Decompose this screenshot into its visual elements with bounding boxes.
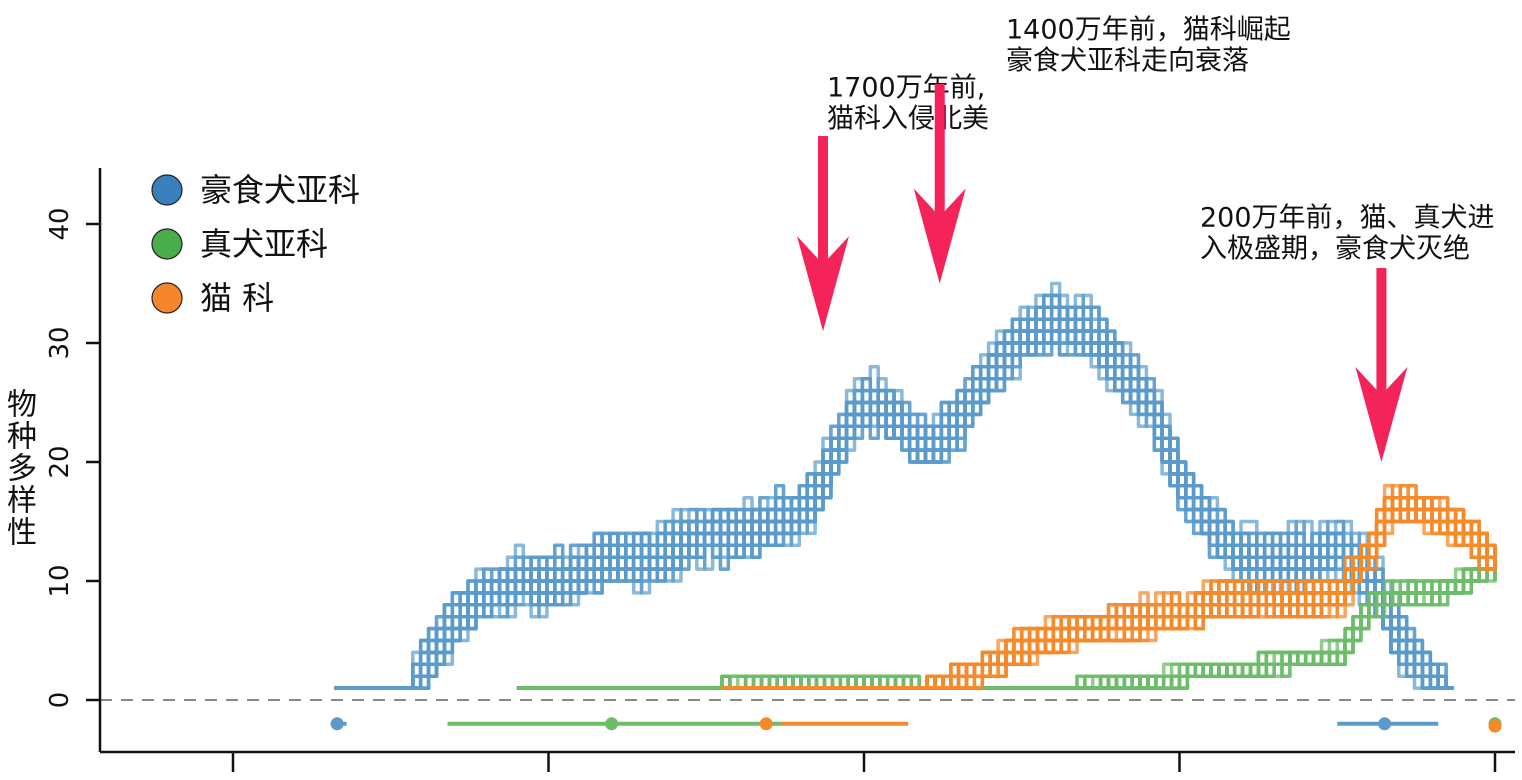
y-axis-label-char: 物 <box>7 388 37 423</box>
series-1-line <box>334 305 1454 690</box>
origin-point <box>1488 719 1502 733</box>
y-axis-label-char: 多 <box>7 452 37 487</box>
series-3-line <box>722 507 1495 690</box>
series-3-line <box>722 507 1495 690</box>
series-1-line <box>334 305 1454 690</box>
series-1-line <box>334 293 1454 690</box>
series-3-line <box>722 484 1497 690</box>
series-1-line <box>334 317 1454 690</box>
y-axis-label-char: 样 <box>7 484 37 519</box>
series-1-line <box>334 305 1454 690</box>
series-1-line <box>334 305 1454 690</box>
origin-point <box>759 717 773 731</box>
series-3-lines <box>722 484 1497 690</box>
series-1-line <box>334 317 1454 690</box>
y-tick-label: 40 <box>45 207 75 240</box>
annotation-text: 1700万年前, <box>827 73 985 104</box>
series-1-line <box>334 317 1454 690</box>
series-3-line <box>722 507 1497 690</box>
annotation-text: 入极盛期，豪食犬灭绝 <box>1200 234 1470 265</box>
series-1-line <box>334 305 1454 690</box>
series-1-line <box>334 293 1454 690</box>
series-2-lines <box>516 555 1497 690</box>
series-1-line <box>334 293 1454 690</box>
series-3-line <box>722 507 1495 690</box>
series-1-line <box>334 305 1454 690</box>
origin-point <box>1378 717 1392 731</box>
series-1-line <box>334 329 1454 690</box>
series-1-line <box>334 305 1454 690</box>
series-1-lines <box>334 281 1454 690</box>
y-tick-label: 20 <box>45 445 75 478</box>
series-1-line <box>334 317 1454 690</box>
series-1-line <box>334 317 1454 690</box>
y-axis-label-char: 种 <box>7 420 37 455</box>
series-3-line <box>722 507 1495 690</box>
series-1-line <box>334 305 1454 690</box>
series-3-line <box>722 507 1495 690</box>
series-2-line <box>516 567 1495 690</box>
series-1-line <box>334 329 1454 690</box>
legend-label: 豪食犬亚科 <box>200 171 360 209</box>
series-1-line <box>334 317 1454 690</box>
annotation-arrow-head <box>913 188 966 284</box>
legend-marker <box>151 174 183 206</box>
series-3-line <box>722 507 1497 690</box>
legend-label: 猫 科 <box>200 279 274 317</box>
annotation-arrow-shaft <box>817 136 828 267</box>
series-3-line <box>722 484 1495 690</box>
annotation-text: 豪食犬亚科走向衰落 <box>1006 46 1249 77</box>
y-tick-label: 10 <box>45 564 75 597</box>
series-1-line <box>334 317 1454 690</box>
annotation-text: 200万年前，猫、真犬进 <box>1200 203 1495 234</box>
annotation-text: 1400万年前，猫科崛起 <box>1006 15 1291 46</box>
annotations: 1700万年前,猫科入侵北美1400万年前，猫科崛起豪食犬亚科走向衰落200万年… <box>796 15 1495 462</box>
legend-label: 真犬亚科 <box>200 225 328 263</box>
series-3-line <box>722 484 1495 690</box>
series-1-line <box>334 281 1454 690</box>
series-1-line <box>334 305 1454 690</box>
annotation: 1700万年前,猫科入侵北美 <box>796 73 989 332</box>
series-1-line <box>334 317 1454 690</box>
series-1-line <box>334 293 1454 690</box>
origin-point <box>330 717 344 731</box>
series-1-line <box>334 329 1454 690</box>
series-1-line <box>334 317 1454 690</box>
series-1-line <box>334 293 1454 690</box>
annotation-arrow-shaft <box>1376 268 1387 397</box>
y-axis-label-char: 性 <box>7 516 37 551</box>
annotation-arrow-head <box>796 236 849 332</box>
annotation-arrow-head <box>1355 367 1408 462</box>
annotation-text: 猫科入侵北美 <box>827 104 989 135</box>
y-tick-label: 0 <box>45 692 75 709</box>
origin-estimates <box>330 717 1502 733</box>
y-tick-label: 30 <box>45 326 75 359</box>
series-3-line <box>722 507 1497 690</box>
origin-point <box>605 717 619 731</box>
legend-marker <box>151 282 183 314</box>
legend-marker <box>151 228 183 260</box>
series-1-line <box>334 329 1454 690</box>
series-3-line <box>722 507 1497 690</box>
series-3-line <box>722 507 1495 690</box>
series-3-line <box>722 495 1497 690</box>
series-3-line <box>722 484 1497 690</box>
series-3-line <box>722 507 1495 690</box>
series-3-line <box>722 507 1497 690</box>
series-1-line <box>334 305 1454 690</box>
series-1-line <box>334 293 1454 690</box>
axes: 0 10 20 30 40 <box>45 168 1515 772</box>
series-1-line <box>334 317 1454 690</box>
series-1-line <box>334 317 1454 690</box>
annotation-arrow-shaft <box>934 84 945 219</box>
series-lines <box>334 281 1497 690</box>
series-1-line <box>334 317 1454 690</box>
series-1-line <box>334 329 1454 690</box>
